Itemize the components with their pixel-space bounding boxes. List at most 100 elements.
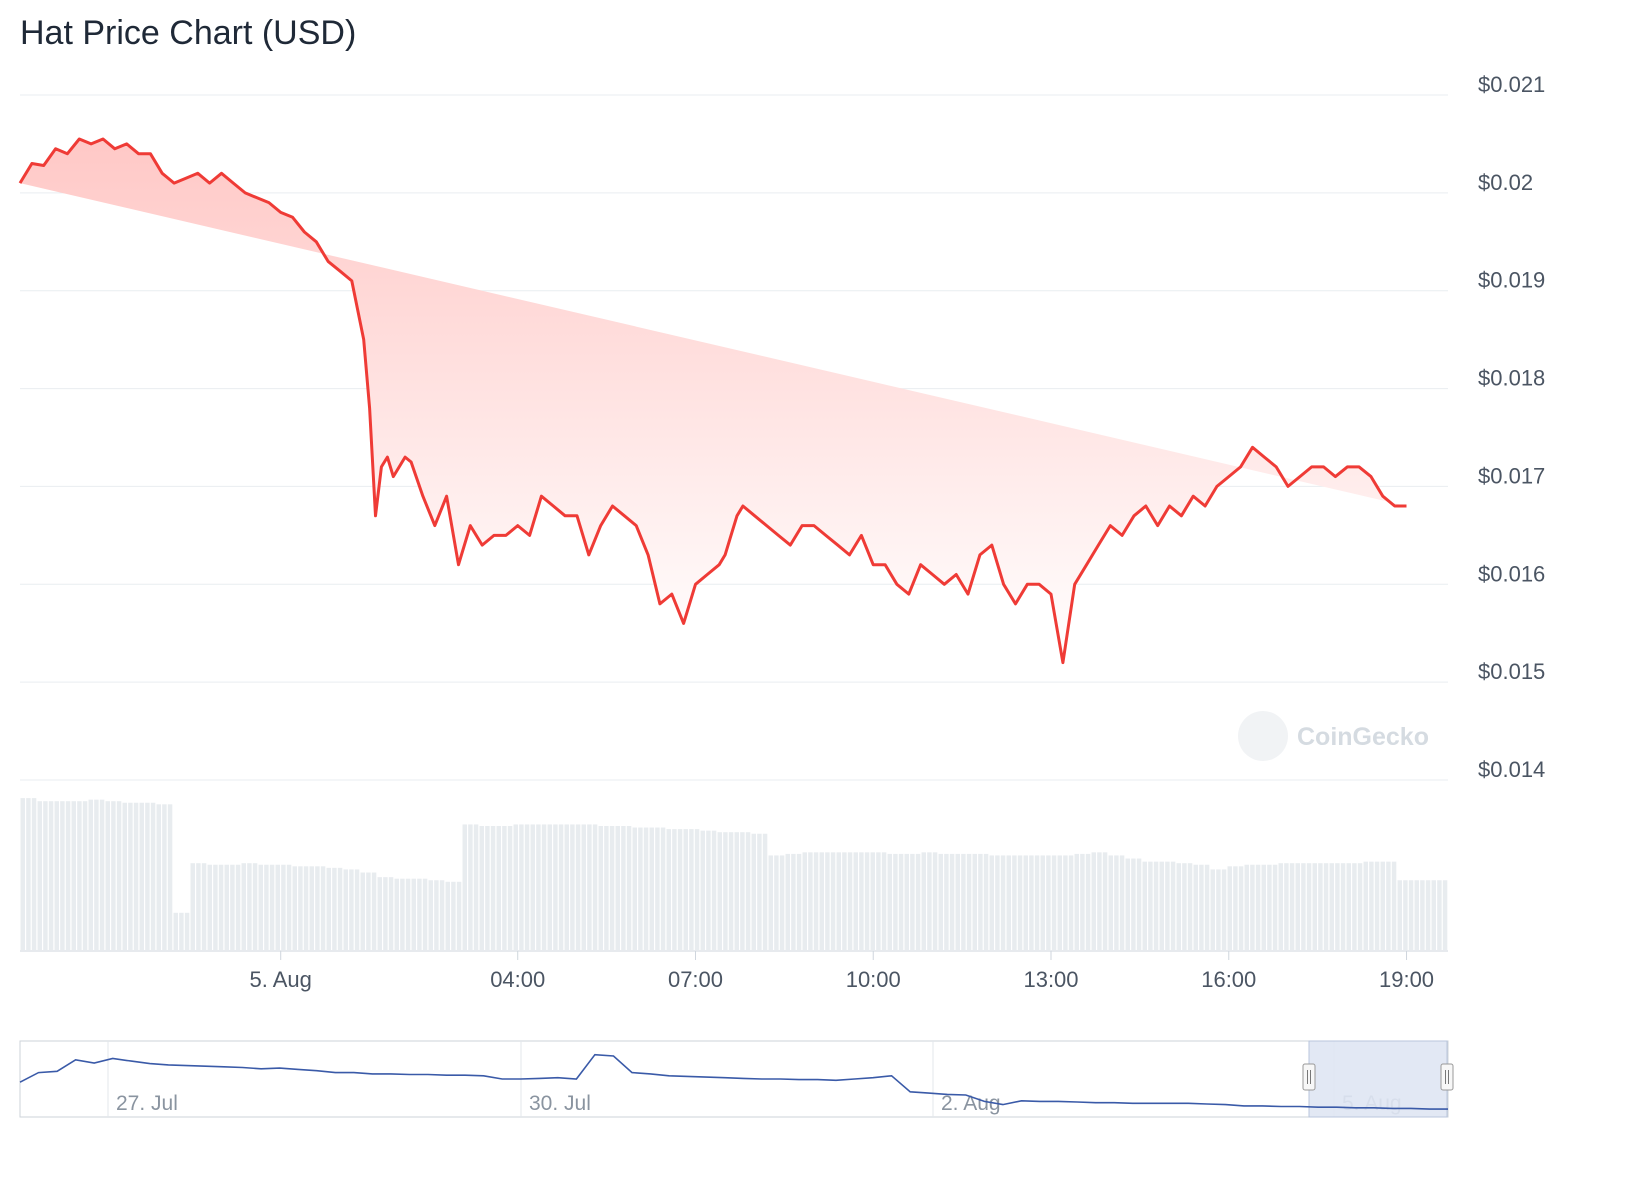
volume-bar (910, 853, 915, 950)
volume-bar (190, 863, 195, 950)
volume-bar (1323, 863, 1329, 950)
volume-bar (1091, 852, 1096, 950)
volume-bar (1148, 861, 1153, 950)
volume-bar (201, 863, 207, 950)
volume-bar (1153, 861, 1159, 950)
volume-bar (439, 880, 445, 950)
volume-bar (105, 801, 110, 950)
volume-bar (1238, 866, 1244, 950)
volume-bar (604, 826, 609, 950)
volume-bar (808, 852, 813, 950)
volume-bar (553, 824, 558, 950)
navigator-selection[interactable] (1308, 1040, 1448, 1118)
volume-bar (235, 864, 241, 950)
volume-bar (575, 824, 581, 950)
price-area (20, 139, 1407, 663)
volume-bar (417, 878, 422, 950)
volume-bar (1244, 864, 1249, 950)
volume-bar (230, 864, 235, 950)
volume-bar (111, 801, 116, 950)
volume-bar (1403, 880, 1408, 950)
volume-bar (1363, 861, 1368, 950)
volume-bar (983, 853, 989, 950)
volume-bar (1204, 864, 1210, 950)
volume-bar (893, 853, 898, 950)
y-tick-label: $0.019 (1478, 268, 1545, 293)
volume-bar (1250, 864, 1255, 950)
volume-bar (1284, 863, 1289, 950)
volume-bar (830, 852, 836, 950)
volume-bar (360, 872, 365, 950)
x-tick-label: 10:00 (846, 967, 901, 992)
volume-bar (592, 824, 598, 950)
volume-bar (876, 852, 881, 950)
volume-bar (655, 827, 660, 950)
volume-bar (813, 852, 819, 950)
volume-bar (1289, 863, 1295, 950)
volume-bar (762, 833, 768, 950)
volume-bar (1102, 852, 1108, 950)
volume-bar (1023, 855, 1028, 950)
watermark-text: CoinGecko (1297, 723, 1429, 751)
volume-bar (853, 852, 858, 950)
volume-bar (978, 853, 983, 950)
volume-bar (31, 798, 37, 950)
volume-bar (1357, 863, 1363, 950)
volume-bar (666, 829, 671, 950)
volume-bar (258, 864, 263, 950)
volume-bar (315, 866, 320, 950)
volume-bar (1335, 863, 1340, 950)
volume-bar (196, 863, 201, 950)
volume-bar (26, 798, 31, 950)
price-area-fill (20, 139, 1407, 663)
volume-bar (264, 864, 269, 950)
volume-bar (927, 852, 932, 950)
volume-bar (1374, 861, 1380, 950)
volume-bar (1012, 855, 1017, 950)
volume-bar (932, 852, 938, 950)
volume-bar (252, 863, 258, 950)
volume-bar (71, 801, 76, 950)
volume-bar (1029, 855, 1034, 950)
volume-bar (48, 801, 54, 950)
volume-bar (972, 853, 977, 950)
volume-bar (309, 866, 314, 950)
volume-bar (292, 866, 297, 950)
volume-bar (870, 852, 875, 950)
volume-bar (1216, 869, 1221, 950)
volume-bar (377, 877, 382, 950)
volume-bar (1295, 863, 1300, 950)
volume-bar (473, 824, 479, 950)
volume-bar (949, 853, 955, 950)
volume-bar (995, 855, 1000, 950)
volume-bar (507, 826, 513, 950)
volume-bar (1136, 858, 1142, 950)
volume-bar (1221, 869, 1227, 950)
y-tick-label: $0.02 (1478, 170, 1533, 195)
volume-bar (683, 829, 688, 950)
volume-bar (383, 877, 388, 950)
volume-bar (660, 827, 666, 950)
x-tick-label: 19:00 (1379, 967, 1434, 992)
volume-bar (1051, 855, 1057, 950)
volume-bar (400, 878, 405, 950)
volume-bar (768, 855, 773, 950)
volume-bar (1006, 855, 1011, 950)
volume-bar (128, 802, 133, 950)
navigator-left-handle[interactable] (1302, 1063, 1316, 1091)
volume-bar (1142, 861, 1147, 950)
volume-bar (247, 863, 252, 950)
volume-bar (558, 824, 564, 950)
volume-bar (1261, 864, 1266, 950)
volume-bar (836, 852, 841, 950)
price-series-line (18, 137, 1407, 665)
volume-bar (485, 826, 490, 950)
navigator-tick-label: 2. Aug (941, 1092, 1001, 1115)
y-tick-label: $0.018 (1478, 366, 1545, 391)
volume-bar (1272, 864, 1278, 950)
volume-bar (1380, 861, 1385, 950)
volume-bar (643, 827, 649, 950)
navigator-right-handle[interactable] (1440, 1063, 1454, 1091)
volume-bar (564, 824, 569, 950)
